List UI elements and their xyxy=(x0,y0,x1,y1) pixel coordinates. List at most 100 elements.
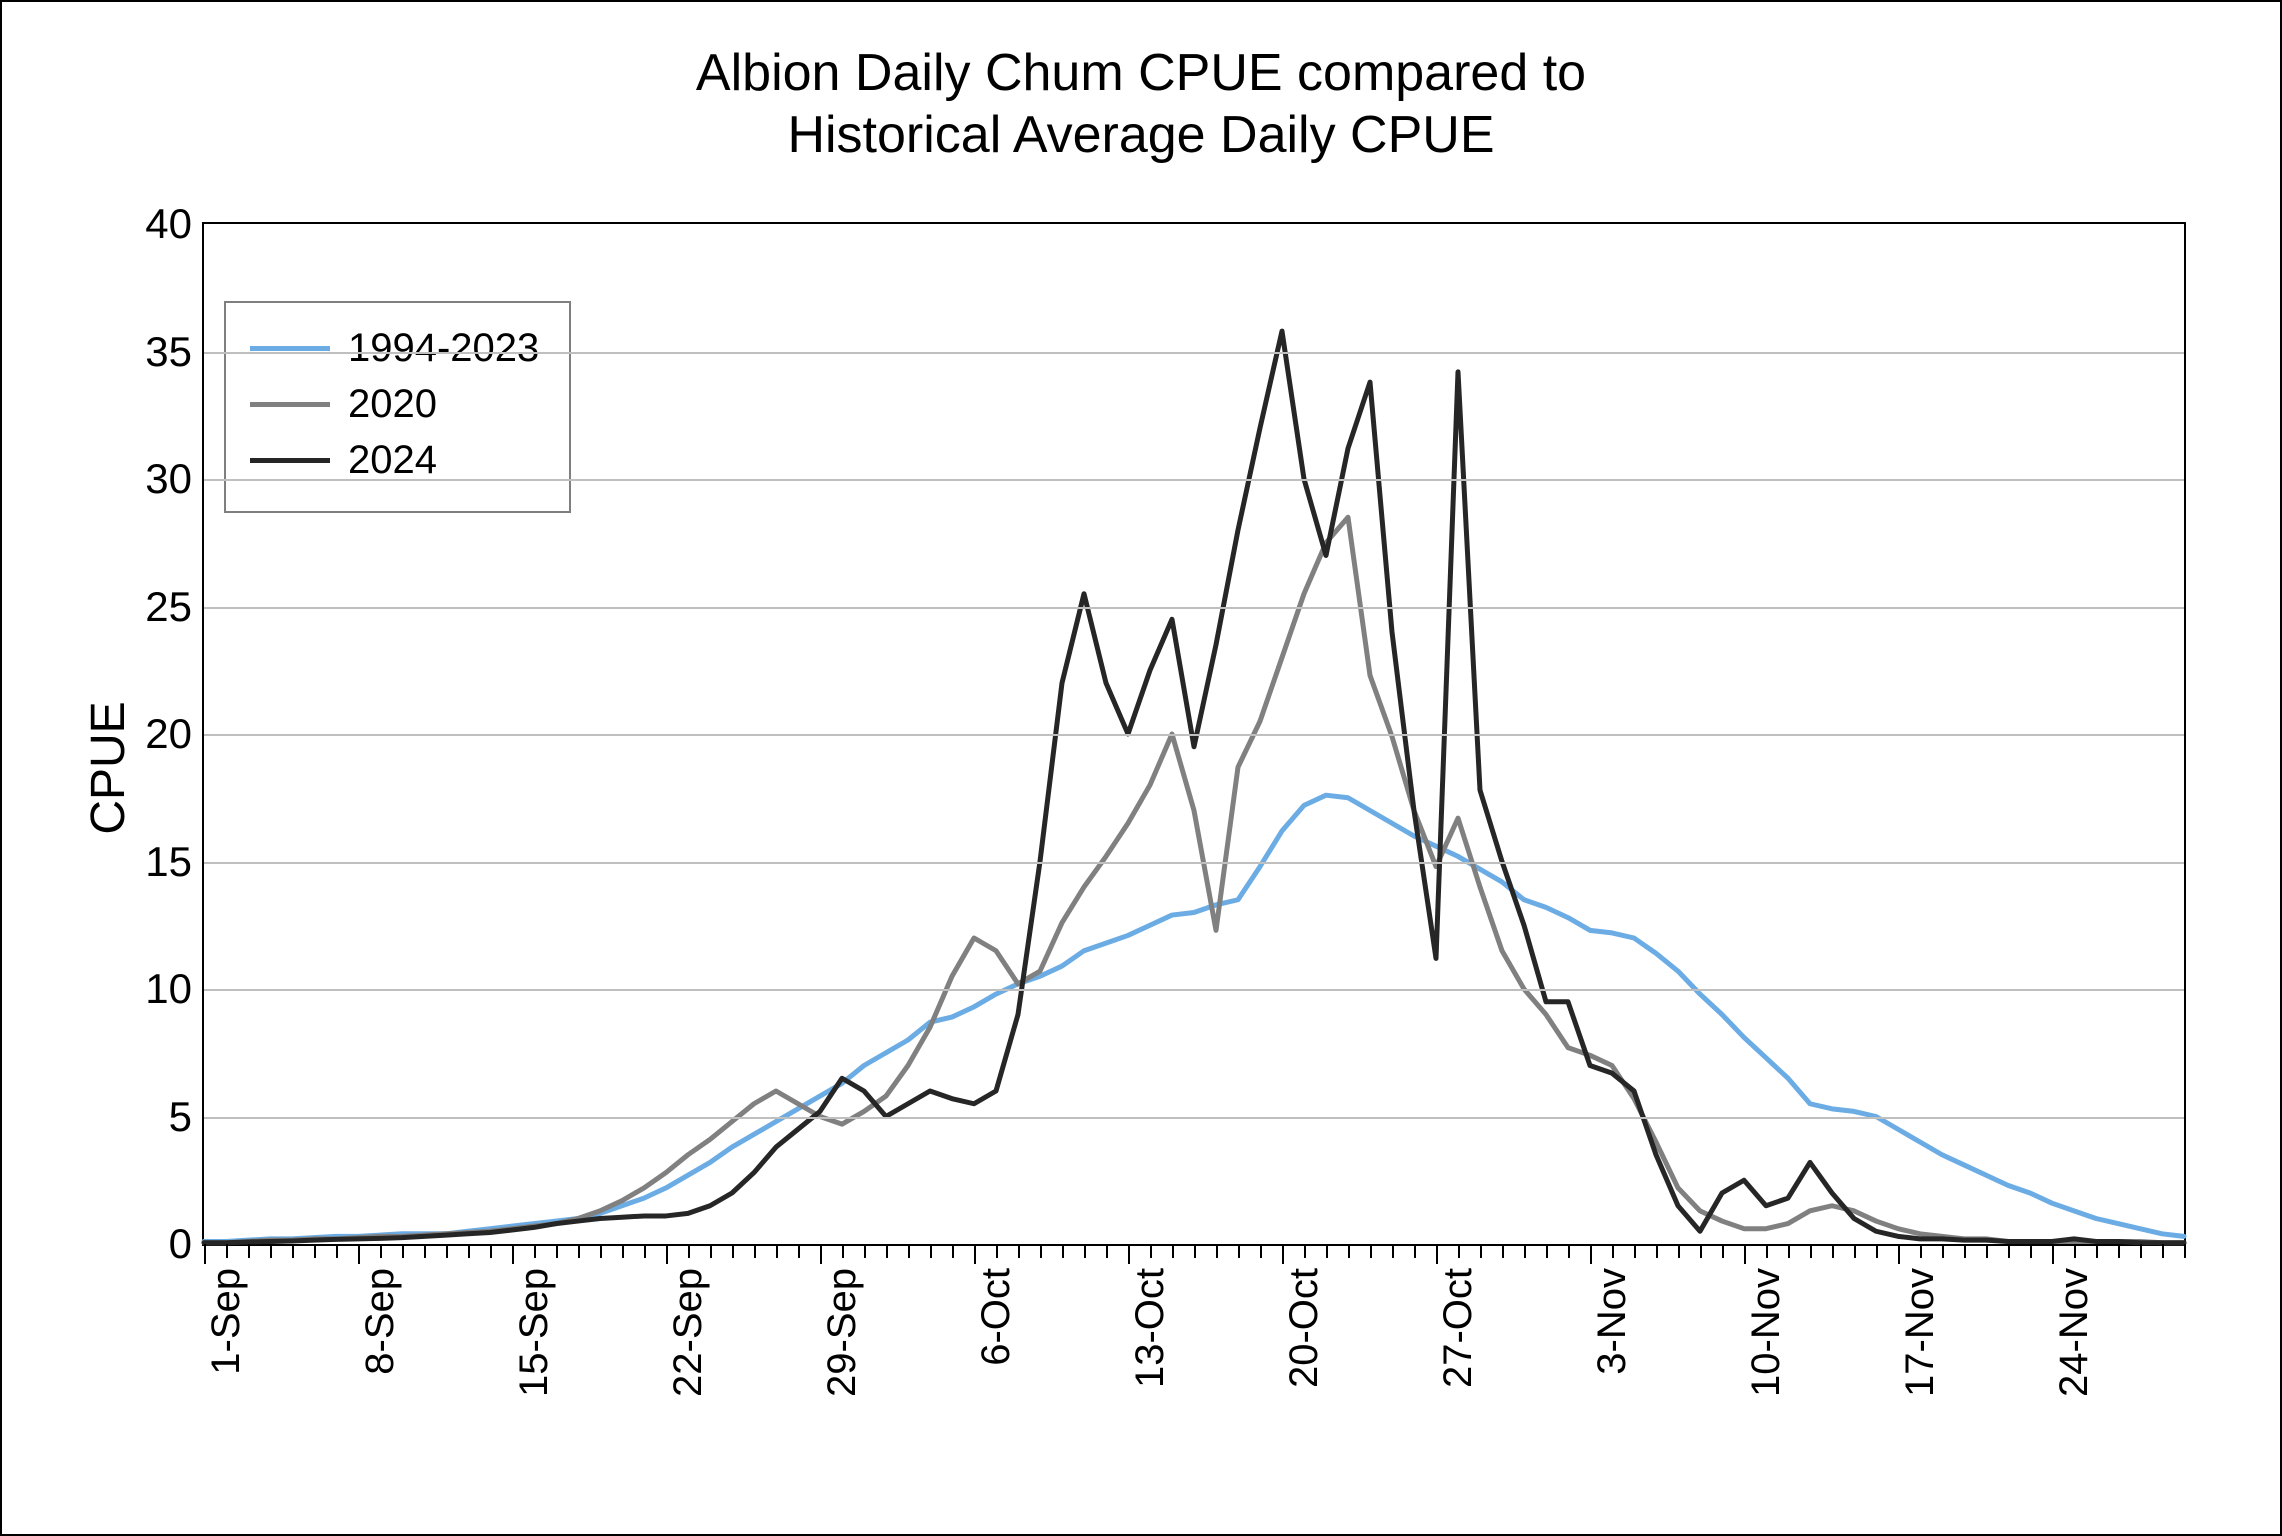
chart-title: Albion Daily Chum CPUE compared to Histo… xyxy=(2,42,2280,167)
series-line xyxy=(204,517,2184,1242)
x-tick xyxy=(1040,1244,1042,1258)
x-tick xyxy=(2096,1244,2098,1258)
x-tick-label: 27-Oct xyxy=(1436,1268,1481,1388)
x-tick xyxy=(996,1244,998,1258)
y-tick-label: 35 xyxy=(112,328,192,376)
x-tick xyxy=(226,1244,228,1258)
x-tick xyxy=(2008,1244,2010,1258)
x-tick-label: 22-Sep xyxy=(666,1268,711,1397)
x-tick xyxy=(1238,1244,1240,1258)
x-major-tick xyxy=(974,1244,976,1264)
x-tick xyxy=(1194,1244,1196,1258)
x-tick xyxy=(2162,1244,2164,1258)
x-tick xyxy=(1964,1244,1966,1258)
x-tick xyxy=(886,1244,888,1258)
x-tick xyxy=(1876,1244,1878,1258)
x-major-tick xyxy=(666,1244,668,1264)
x-tick xyxy=(1524,1244,1526,1258)
x-tick xyxy=(1656,1244,1658,1258)
x-tick xyxy=(1722,1244,1724,1258)
x-tick xyxy=(1634,1244,1636,1258)
x-tick xyxy=(952,1244,954,1258)
y-tick-label: 5 xyxy=(112,1093,192,1141)
x-tick-label: 10-Nov xyxy=(1744,1268,1789,1397)
x-tick xyxy=(688,1244,690,1258)
x-tick xyxy=(1260,1244,1262,1258)
legend-swatch xyxy=(250,346,330,351)
x-tick xyxy=(1986,1244,1988,1258)
x-tick xyxy=(578,1244,580,1258)
x-tick xyxy=(1546,1244,1548,1258)
x-tick xyxy=(490,1244,492,1258)
y-tick-label: 20 xyxy=(112,710,192,758)
x-tick xyxy=(1810,1244,1812,1258)
x-tick xyxy=(1942,1244,1944,1258)
grid-line xyxy=(204,1117,2184,1119)
x-tick xyxy=(2184,1244,2186,1258)
chart-title-line2: Historical Average Daily CPUE xyxy=(787,106,1494,164)
legend-label: 2020 xyxy=(348,382,437,427)
x-tick xyxy=(1458,1244,1460,1258)
x-major-tick xyxy=(204,1244,206,1264)
x-tick xyxy=(424,1244,426,1258)
x-tick xyxy=(1216,1244,1218,1258)
x-tick xyxy=(446,1244,448,1258)
grid-line xyxy=(204,862,2184,864)
y-tick-label: 15 xyxy=(112,838,192,886)
x-tick xyxy=(1678,1244,1680,1258)
x-major-tick xyxy=(820,1244,822,1264)
x-tick xyxy=(908,1244,910,1258)
grid-line xyxy=(204,734,2184,736)
x-major-tick xyxy=(1128,1244,1130,1264)
x-tick xyxy=(292,1244,294,1258)
x-major-tick xyxy=(512,1244,514,1264)
x-tick-label: 15-Sep xyxy=(512,1268,557,1397)
x-tick xyxy=(336,1244,338,1258)
legend-label: 1994-2023 xyxy=(348,326,539,371)
x-tick-label: 20-Oct xyxy=(1282,1268,1327,1388)
x-tick xyxy=(1370,1244,1372,1258)
x-tick xyxy=(2074,1244,2076,1258)
x-tick xyxy=(1084,1244,1086,1258)
x-tick xyxy=(644,1244,646,1258)
legend-item: 1994-2023 xyxy=(250,321,539,377)
x-tick xyxy=(1480,1244,1482,1258)
x-tick xyxy=(1766,1244,1768,1258)
x-tick xyxy=(930,1244,932,1258)
x-tick xyxy=(1568,1244,1570,1258)
legend-swatch xyxy=(250,458,330,463)
x-tick xyxy=(248,1244,250,1258)
x-tick xyxy=(2030,1244,2032,1258)
x-major-tick xyxy=(1898,1244,1900,1264)
x-tick xyxy=(1392,1244,1394,1258)
x-tick xyxy=(1304,1244,1306,1258)
x-tick xyxy=(2140,1244,2142,1258)
x-tick xyxy=(2118,1244,2120,1258)
legend-swatch xyxy=(250,402,330,407)
x-tick xyxy=(1832,1244,1834,1258)
x-tick xyxy=(1062,1244,1064,1258)
x-tick xyxy=(710,1244,712,1258)
x-major-tick xyxy=(358,1244,360,1264)
x-major-tick xyxy=(1282,1244,1284,1264)
x-tick xyxy=(732,1244,734,1258)
x-tick xyxy=(798,1244,800,1258)
x-tick xyxy=(402,1244,404,1258)
grid-line xyxy=(204,989,2184,991)
x-tick xyxy=(1502,1244,1504,1258)
x-tick xyxy=(776,1244,778,1258)
y-tick-label: 40 xyxy=(112,200,192,248)
x-tick xyxy=(380,1244,382,1258)
x-tick-label: 29-Sep xyxy=(820,1268,865,1397)
y-tick-label: 30 xyxy=(112,455,192,503)
x-tick xyxy=(1920,1244,1922,1258)
y-tick-label: 10 xyxy=(112,965,192,1013)
x-tick xyxy=(754,1244,756,1258)
x-tick-label: 17-Nov xyxy=(1898,1268,1943,1397)
plot-area: 1994-202320202024 05101520253035401-Sep8… xyxy=(202,222,2186,1246)
x-tick xyxy=(468,1244,470,1258)
x-tick xyxy=(1106,1244,1108,1258)
x-major-tick xyxy=(1590,1244,1592,1264)
x-tick-label: 13-Oct xyxy=(1128,1268,1173,1388)
x-tick xyxy=(600,1244,602,1258)
